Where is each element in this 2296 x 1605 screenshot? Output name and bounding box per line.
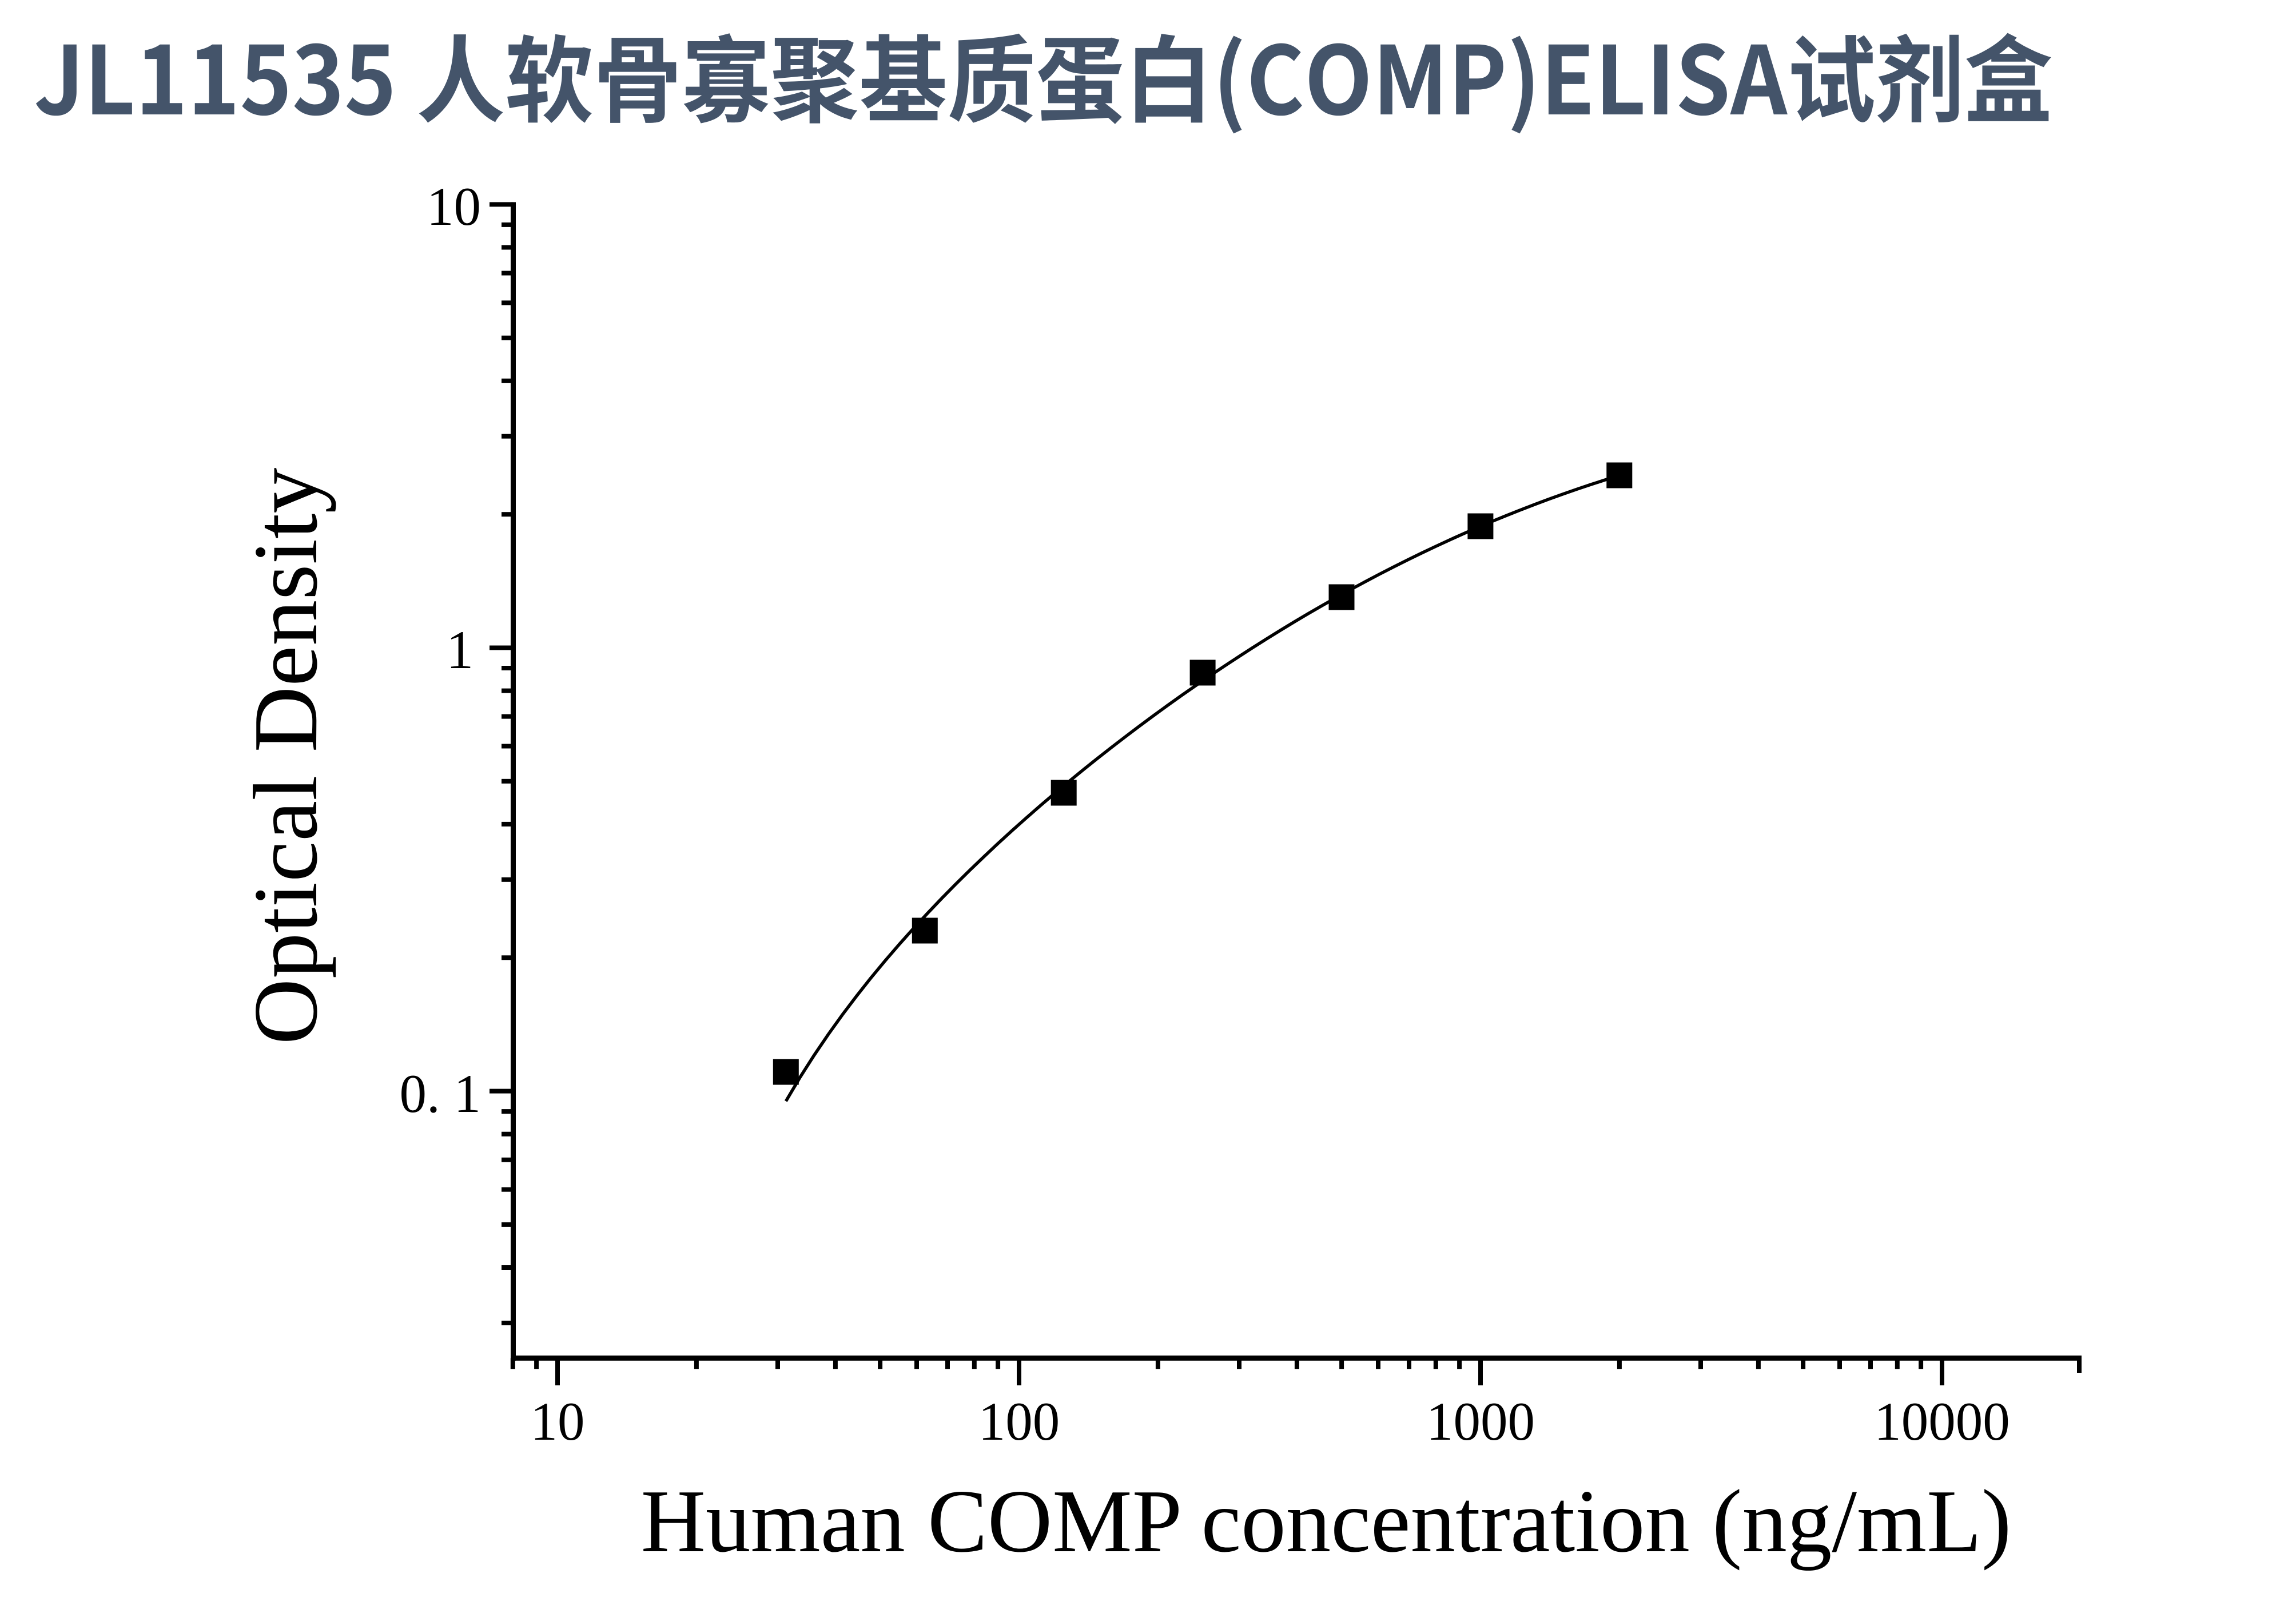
svg-text:1000: 1000 [1426,1391,1535,1452]
svg-text:100: 100 [978,1391,1060,1452]
svg-text:10: 10 [427,176,481,237]
svg-text:10000: 10000 [1874,1391,2010,1452]
svg-text:Optical Density: Optical Density [234,468,336,1045]
svg-text:Human COMP concentration (ng/m: Human COMP concentration (ng/mL) [641,1471,2012,1571]
svg-text:10: 10 [531,1391,585,1452]
svg-text:0. 1: 0. 1 [400,1063,482,1124]
svg-text:1: 1 [447,619,474,680]
